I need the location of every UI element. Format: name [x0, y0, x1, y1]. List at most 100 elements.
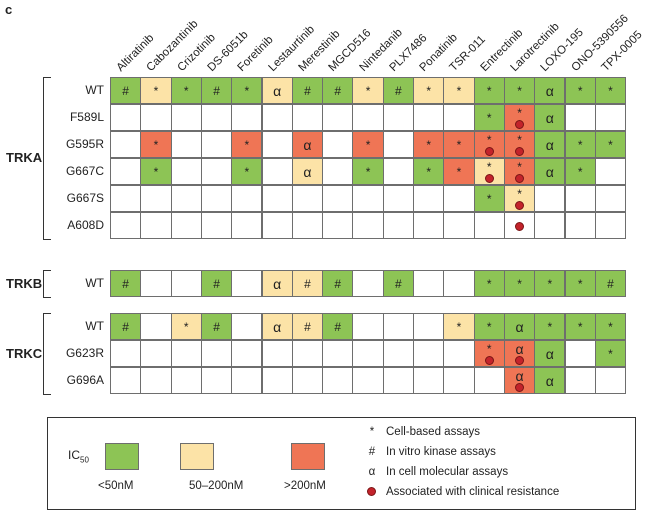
heatmap-cell: [200, 185, 233, 212]
heatmap-cell: [110, 367, 142, 394]
heatmap-cell: [322, 131, 354, 158]
heatmap-cell: [140, 313, 172, 340]
heatmap-cell: *: [594, 131, 627, 158]
heatmap-cell: [382, 104, 414, 131]
heatmap-cell: [170, 158, 202, 185]
legend-key: * Cell-based assays: [364, 426, 480, 438]
heatmap-cell: *: [564, 270, 596, 297]
assay-symbol: *: [486, 132, 492, 147]
assay-symbol: *: [517, 276, 522, 291]
heatmap-cell: [564, 185, 596, 212]
heatmap-cell: *: [140, 77, 172, 104]
heatmap-cell: α: [503, 367, 536, 394]
assay-symbol: α: [545, 345, 554, 362]
clinical-resistance-dot: [484, 146, 494, 156]
heatmap-cell: *: [231, 158, 263, 185]
assay-symbol: *: [183, 83, 189, 98]
heatmap-cell: *: [503, 77, 536, 104]
assay-symbol: α: [515, 318, 524, 335]
clinical-resistance-dot: [515, 146, 525, 156]
heatmap-cell: *: [443, 158, 475, 185]
clinical-resistance-dot: [484, 173, 494, 183]
heatmap-cell: α: [534, 104, 566, 131]
heatmap-cell: [261, 158, 293, 185]
heatmap-cell: #: [200, 270, 233, 297]
assay-symbol: α: [515, 340, 524, 357]
heatmap-cell: [231, 367, 263, 394]
heatmap-cell: [382, 313, 414, 340]
heatmap-cell: [291, 340, 324, 367]
heatmap-cell: [110, 104, 142, 131]
heatmap-cell: *: [443, 77, 475, 104]
heatmap-cell: [140, 270, 172, 297]
heatmap-cell: [594, 104, 627, 131]
heatmap-cell: *: [564, 158, 596, 185]
heatmap-cell: [413, 185, 445, 212]
assay-symbol: α: [545, 163, 554, 180]
heatmap-cell: [110, 212, 142, 239]
assay-symbol: *: [486, 341, 492, 356]
clinical-resistance-dot: [515, 173, 525, 183]
assay-symbol: *: [577, 319, 583, 334]
heatmap-cell: #: [291, 77, 324, 104]
heatmap-cell: [200, 212, 233, 239]
assay-symbol: *: [517, 132, 522, 147]
heatmap-cell: [140, 185, 172, 212]
clinical-resistance-dot: [515, 200, 525, 210]
heatmap-cell: [352, 185, 384, 212]
heatmap-cell: [231, 270, 263, 297]
heatmap-cell: [231, 340, 263, 367]
heatmap-cell: [322, 340, 354, 367]
heatmap-cell: [443, 367, 475, 394]
legend-swatch-label: <50nM: [98, 480, 134, 492]
assay-symbol: *: [517, 186, 522, 201]
heatmap-cell: [443, 270, 475, 297]
group-label-trka: TRKA: [6, 150, 43, 165]
row-label: G696A: [66, 373, 104, 387]
assay-symbol: α: [273, 275, 282, 292]
heatmap-cell: *: [352, 77, 384, 104]
heatmap-cell: [261, 340, 293, 367]
heatmap-cell: [140, 367, 172, 394]
assay-symbol: *: [486, 159, 492, 174]
heatmap-cell: *: [503, 131, 536, 158]
assay-symbol: *: [547, 276, 553, 291]
assay-symbol: *: [426, 83, 431, 98]
heatmap-cell: α: [261, 313, 293, 340]
heatmap-cell: [261, 212, 293, 239]
assay-symbol: *: [577, 164, 583, 179]
heatmap-cell: #: [200, 77, 233, 104]
assay-symbol: #: [334, 319, 342, 334]
clinical-resistance-dot: [515, 355, 525, 365]
assay-symbol: #: [304, 83, 311, 98]
legend-swatch: [180, 443, 214, 470]
assay-symbol: #: [304, 276, 311, 291]
heatmap-cell: α: [503, 313, 536, 340]
heatmap-cell: [322, 104, 354, 131]
assay-symbol: *: [244, 83, 250, 98]
legend-symbol: *: [369, 426, 375, 438]
legend-key: Associated with clinical resistance: [364, 486, 559, 498]
heatmap-cell: [352, 104, 384, 131]
assay-symbol: *: [183, 319, 189, 334]
heatmap-cell: [443, 212, 475, 239]
row-label: G667C: [65, 164, 104, 178]
heatmap-cell: *: [140, 158, 172, 185]
heatmap-cell: [170, 340, 202, 367]
heatmap-cell: #: [291, 270, 324, 297]
drug-header: Cabozantinib: [144, 18, 201, 74]
heatmap-cell: [352, 367, 384, 394]
heatmap-cell: *: [413, 158, 445, 185]
heatmap-cell: *: [140, 131, 172, 158]
assay-symbol: #: [213, 276, 220, 291]
heatmap-cell: *: [352, 131, 384, 158]
heatmap-cell: [231, 185, 263, 212]
heatmap-cell: [382, 185, 414, 212]
heatmap-cell: [352, 313, 384, 340]
heatmap-cell: *: [473, 185, 505, 212]
assay-symbol: #: [304, 319, 311, 334]
heatmap-cell: α: [534, 131, 566, 158]
heatmap-cell: *: [534, 270, 566, 297]
assay-symbol: α: [545, 82, 554, 99]
